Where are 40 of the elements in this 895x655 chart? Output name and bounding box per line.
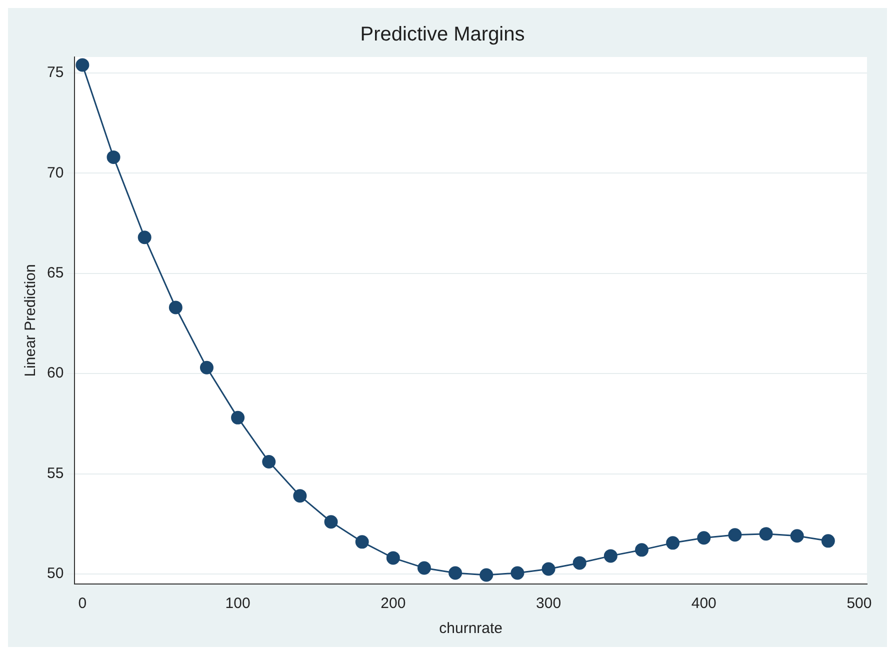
- point: [138, 230, 152, 244]
- point: [634, 543, 648, 557]
- point: [572, 556, 586, 570]
- y-tick-label: 60: [46, 364, 64, 382]
- point: [448, 566, 462, 580]
- point: [293, 489, 307, 503]
- point: [76, 58, 90, 72]
- x-tick-label: 200: [380, 595, 406, 612]
- point: [386, 551, 400, 565]
- x-tick-label: 500: [846, 595, 872, 612]
- point: [231, 410, 245, 424]
- point: [510, 566, 524, 580]
- point: [759, 527, 773, 541]
- point: [324, 515, 338, 529]
- y-tick-label: 55: [46, 464, 64, 482]
- point: [697, 531, 711, 545]
- point: [262, 455, 276, 469]
- x-tick-label: 0: [78, 595, 87, 612]
- point: [666, 536, 680, 550]
- x-axis-title: churnrate: [439, 620, 503, 638]
- point: [821, 534, 835, 548]
- point: [728, 528, 742, 542]
- x-tick-label: 100: [225, 595, 250, 612]
- point: [417, 561, 431, 575]
- point: [355, 535, 369, 549]
- y-tick-label: 70: [46, 164, 64, 182]
- point: [790, 529, 804, 543]
- point: [604, 549, 618, 563]
- y-tick-label: 75: [46, 64, 64, 82]
- point: [106, 150, 120, 164]
- point: [168, 300, 182, 314]
- y-tick-label: 65: [46, 264, 64, 282]
- x-tick-label: 400: [691, 595, 716, 612]
- y-tick-label: 50: [46, 565, 64, 582]
- point: [480, 568, 494, 582]
- y-axis-title: Linear Prediction: [22, 264, 40, 377]
- point: [542, 562, 556, 576]
- x-tick-label: 300: [536, 595, 562, 612]
- chart-title: Predictive Margins: [360, 24, 525, 46]
- point: [200, 360, 214, 374]
